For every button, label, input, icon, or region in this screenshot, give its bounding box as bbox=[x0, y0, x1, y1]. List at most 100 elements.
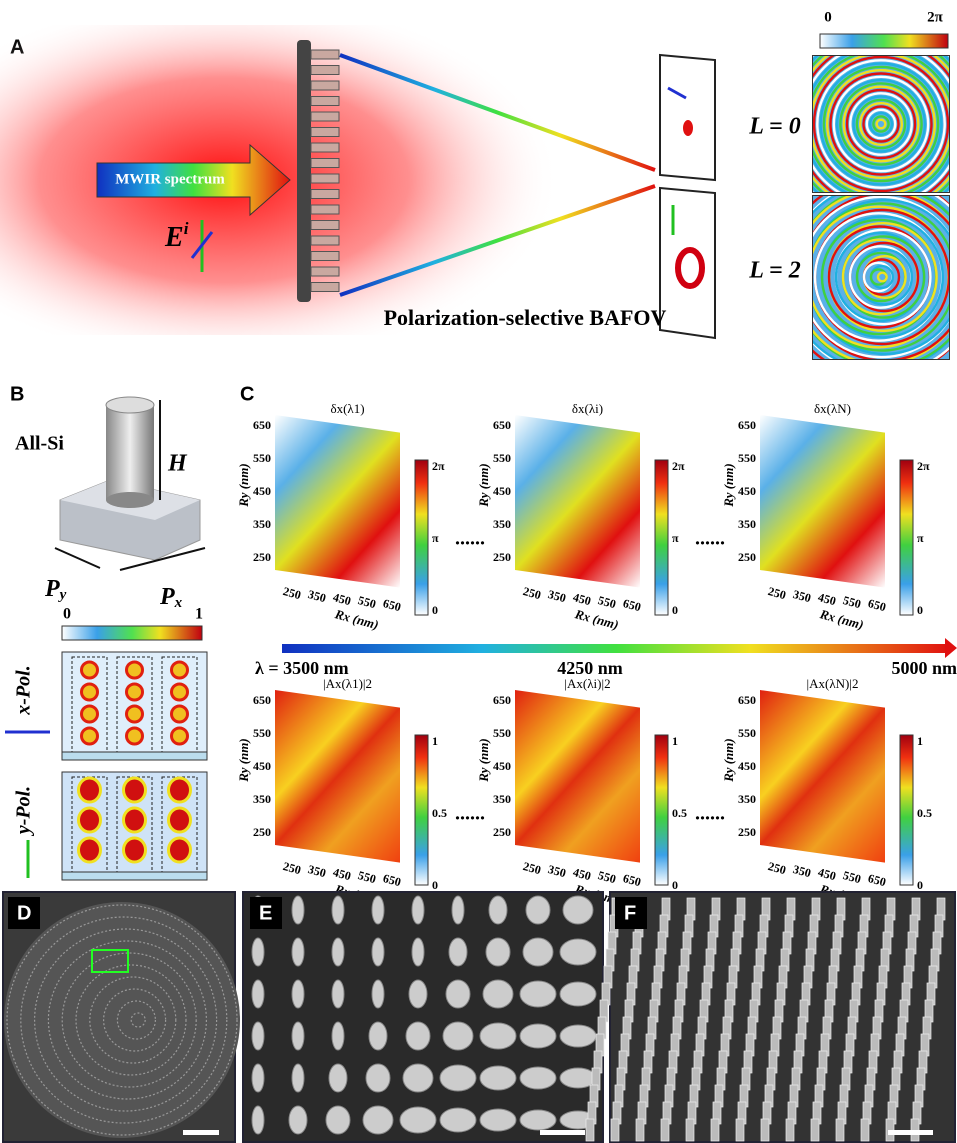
colorbar-label: 0.5 bbox=[672, 806, 687, 820]
field-lobe bbox=[79, 778, 101, 802]
field-lobe bbox=[169, 838, 191, 862]
field-lobe bbox=[127, 706, 143, 722]
meta-atom bbox=[311, 50, 339, 59]
nanopillar bbox=[711, 1119, 719, 1141]
panel-label: D bbox=[17, 902, 31, 924]
y-tick-label: 450 bbox=[253, 484, 271, 498]
meta-atom bbox=[311, 221, 339, 230]
arrow-head bbox=[945, 638, 957, 658]
y-tick-label: 250 bbox=[738, 825, 756, 839]
colorbar-label: 1 bbox=[672, 734, 678, 748]
nanopillar bbox=[440, 1108, 476, 1132]
meta-atom bbox=[311, 252, 339, 261]
nanopillar bbox=[252, 1106, 264, 1134]
y-tick-label: 450 bbox=[493, 759, 511, 773]
meta-atom bbox=[311, 143, 339, 152]
field-lobe bbox=[127, 728, 143, 744]
field-lobe bbox=[124, 808, 146, 832]
nanopillar bbox=[836, 1119, 844, 1141]
x-tick-label: 350 bbox=[792, 587, 813, 605]
x-tick-label: 250 bbox=[767, 584, 788, 602]
x-tick-label: 250 bbox=[282, 859, 303, 877]
x-tick-label: 550 bbox=[842, 868, 863, 886]
y-tick-label: 450 bbox=[738, 484, 756, 498]
map-title: δx(λi) bbox=[572, 401, 603, 416]
map-title: δx(λ1) bbox=[330, 401, 364, 416]
nanopillar bbox=[560, 939, 596, 965]
nanopillar bbox=[523, 938, 553, 966]
heatmap bbox=[275, 415, 400, 588]
nanopillar bbox=[332, 896, 344, 924]
nanopillar bbox=[366, 1064, 390, 1092]
ellipsis: ...... bbox=[455, 528, 485, 550]
pillar bbox=[106, 405, 154, 500]
nanopillar bbox=[332, 938, 344, 966]
field-lobe bbox=[169, 808, 191, 832]
nanopillar bbox=[483, 980, 513, 1008]
panel-label: E bbox=[259, 902, 272, 924]
x-tick-label: 550 bbox=[357, 593, 378, 611]
nanopillar bbox=[480, 1023, 516, 1049]
meta-atom bbox=[311, 267, 339, 276]
nanopillar bbox=[480, 1109, 516, 1131]
wavelength-arrow bbox=[282, 644, 950, 653]
x-tick-label: 250 bbox=[522, 859, 543, 877]
nanopillar bbox=[486, 938, 510, 966]
nanopillar bbox=[412, 938, 424, 966]
y-tick-label: 250 bbox=[738, 550, 756, 564]
field-lobe bbox=[169, 778, 191, 802]
figure: A MWIR spectrum Ei Polarization-selectiv… bbox=[0, 0, 957, 1143]
nanopillar bbox=[372, 980, 384, 1008]
nanopillar bbox=[446, 980, 470, 1008]
field-lobe bbox=[124, 838, 146, 862]
map-title: |Ax(λ1)|2 bbox=[323, 676, 372, 691]
x-tick-label: 250 bbox=[282, 584, 303, 602]
colorbar-label: 0 bbox=[672, 878, 678, 892]
x-tick-label: 450 bbox=[572, 590, 593, 608]
nanopillar bbox=[332, 1022, 344, 1050]
y-tick-label: 650 bbox=[738, 693, 756, 707]
colorbar bbox=[655, 460, 668, 615]
screen bbox=[660, 188, 715, 338]
y-axis-label: Ry (nm) bbox=[236, 463, 251, 507]
y-tick-label: 350 bbox=[493, 517, 511, 531]
substrate bbox=[62, 872, 207, 880]
field-lobe bbox=[127, 684, 143, 700]
field-lobe bbox=[172, 706, 188, 722]
panel-f: F bbox=[586, 892, 955, 1142]
panel-label: F bbox=[624, 902, 636, 924]
colorbar-min: 0 bbox=[63, 606, 71, 623]
x-tick-label: 650 bbox=[867, 871, 888, 889]
scale-bar bbox=[540, 1130, 585, 1135]
x-tick-label: 550 bbox=[597, 868, 618, 886]
x-tick-label: 450 bbox=[572, 865, 593, 883]
nanopillar bbox=[586, 1119, 594, 1141]
panel-b: B All-Si H Py Px 0 1 x-Pol. y-Pol. bbox=[5, 383, 207, 880]
nanopillar bbox=[292, 938, 304, 966]
colorbar-label: 0 bbox=[432, 603, 438, 617]
x-tick-label: 250 bbox=[522, 584, 543, 602]
field-lobe bbox=[82, 684, 98, 700]
y-tick-label: 250 bbox=[493, 825, 511, 839]
lens bbox=[4, 902, 240, 1138]
meta-atom bbox=[311, 81, 339, 90]
nanopillar bbox=[292, 896, 304, 924]
nanopillar bbox=[636, 1119, 644, 1141]
scale-bar bbox=[888, 1130, 933, 1135]
colorbar bbox=[820, 34, 948, 48]
wavelength: 5000 nm bbox=[891, 658, 957, 678]
y-tick-label: 650 bbox=[253, 693, 271, 707]
nanopillar bbox=[526, 896, 550, 924]
y-axis-label: Ry (nm) bbox=[476, 738, 491, 782]
meta-atom bbox=[311, 174, 339, 183]
field-lobe bbox=[79, 838, 101, 862]
metasurface bbox=[297, 40, 311, 302]
nanopillar bbox=[252, 1022, 264, 1050]
nanopillar bbox=[520, 981, 556, 1007]
y-tick-label: 650 bbox=[253, 418, 271, 432]
nanopillar bbox=[560, 982, 596, 1006]
y-tick-label: 650 bbox=[493, 693, 511, 707]
x-tick-label: 650 bbox=[382, 596, 403, 614]
period-x-label: Px bbox=[159, 584, 183, 612]
colorbar bbox=[655, 735, 668, 885]
